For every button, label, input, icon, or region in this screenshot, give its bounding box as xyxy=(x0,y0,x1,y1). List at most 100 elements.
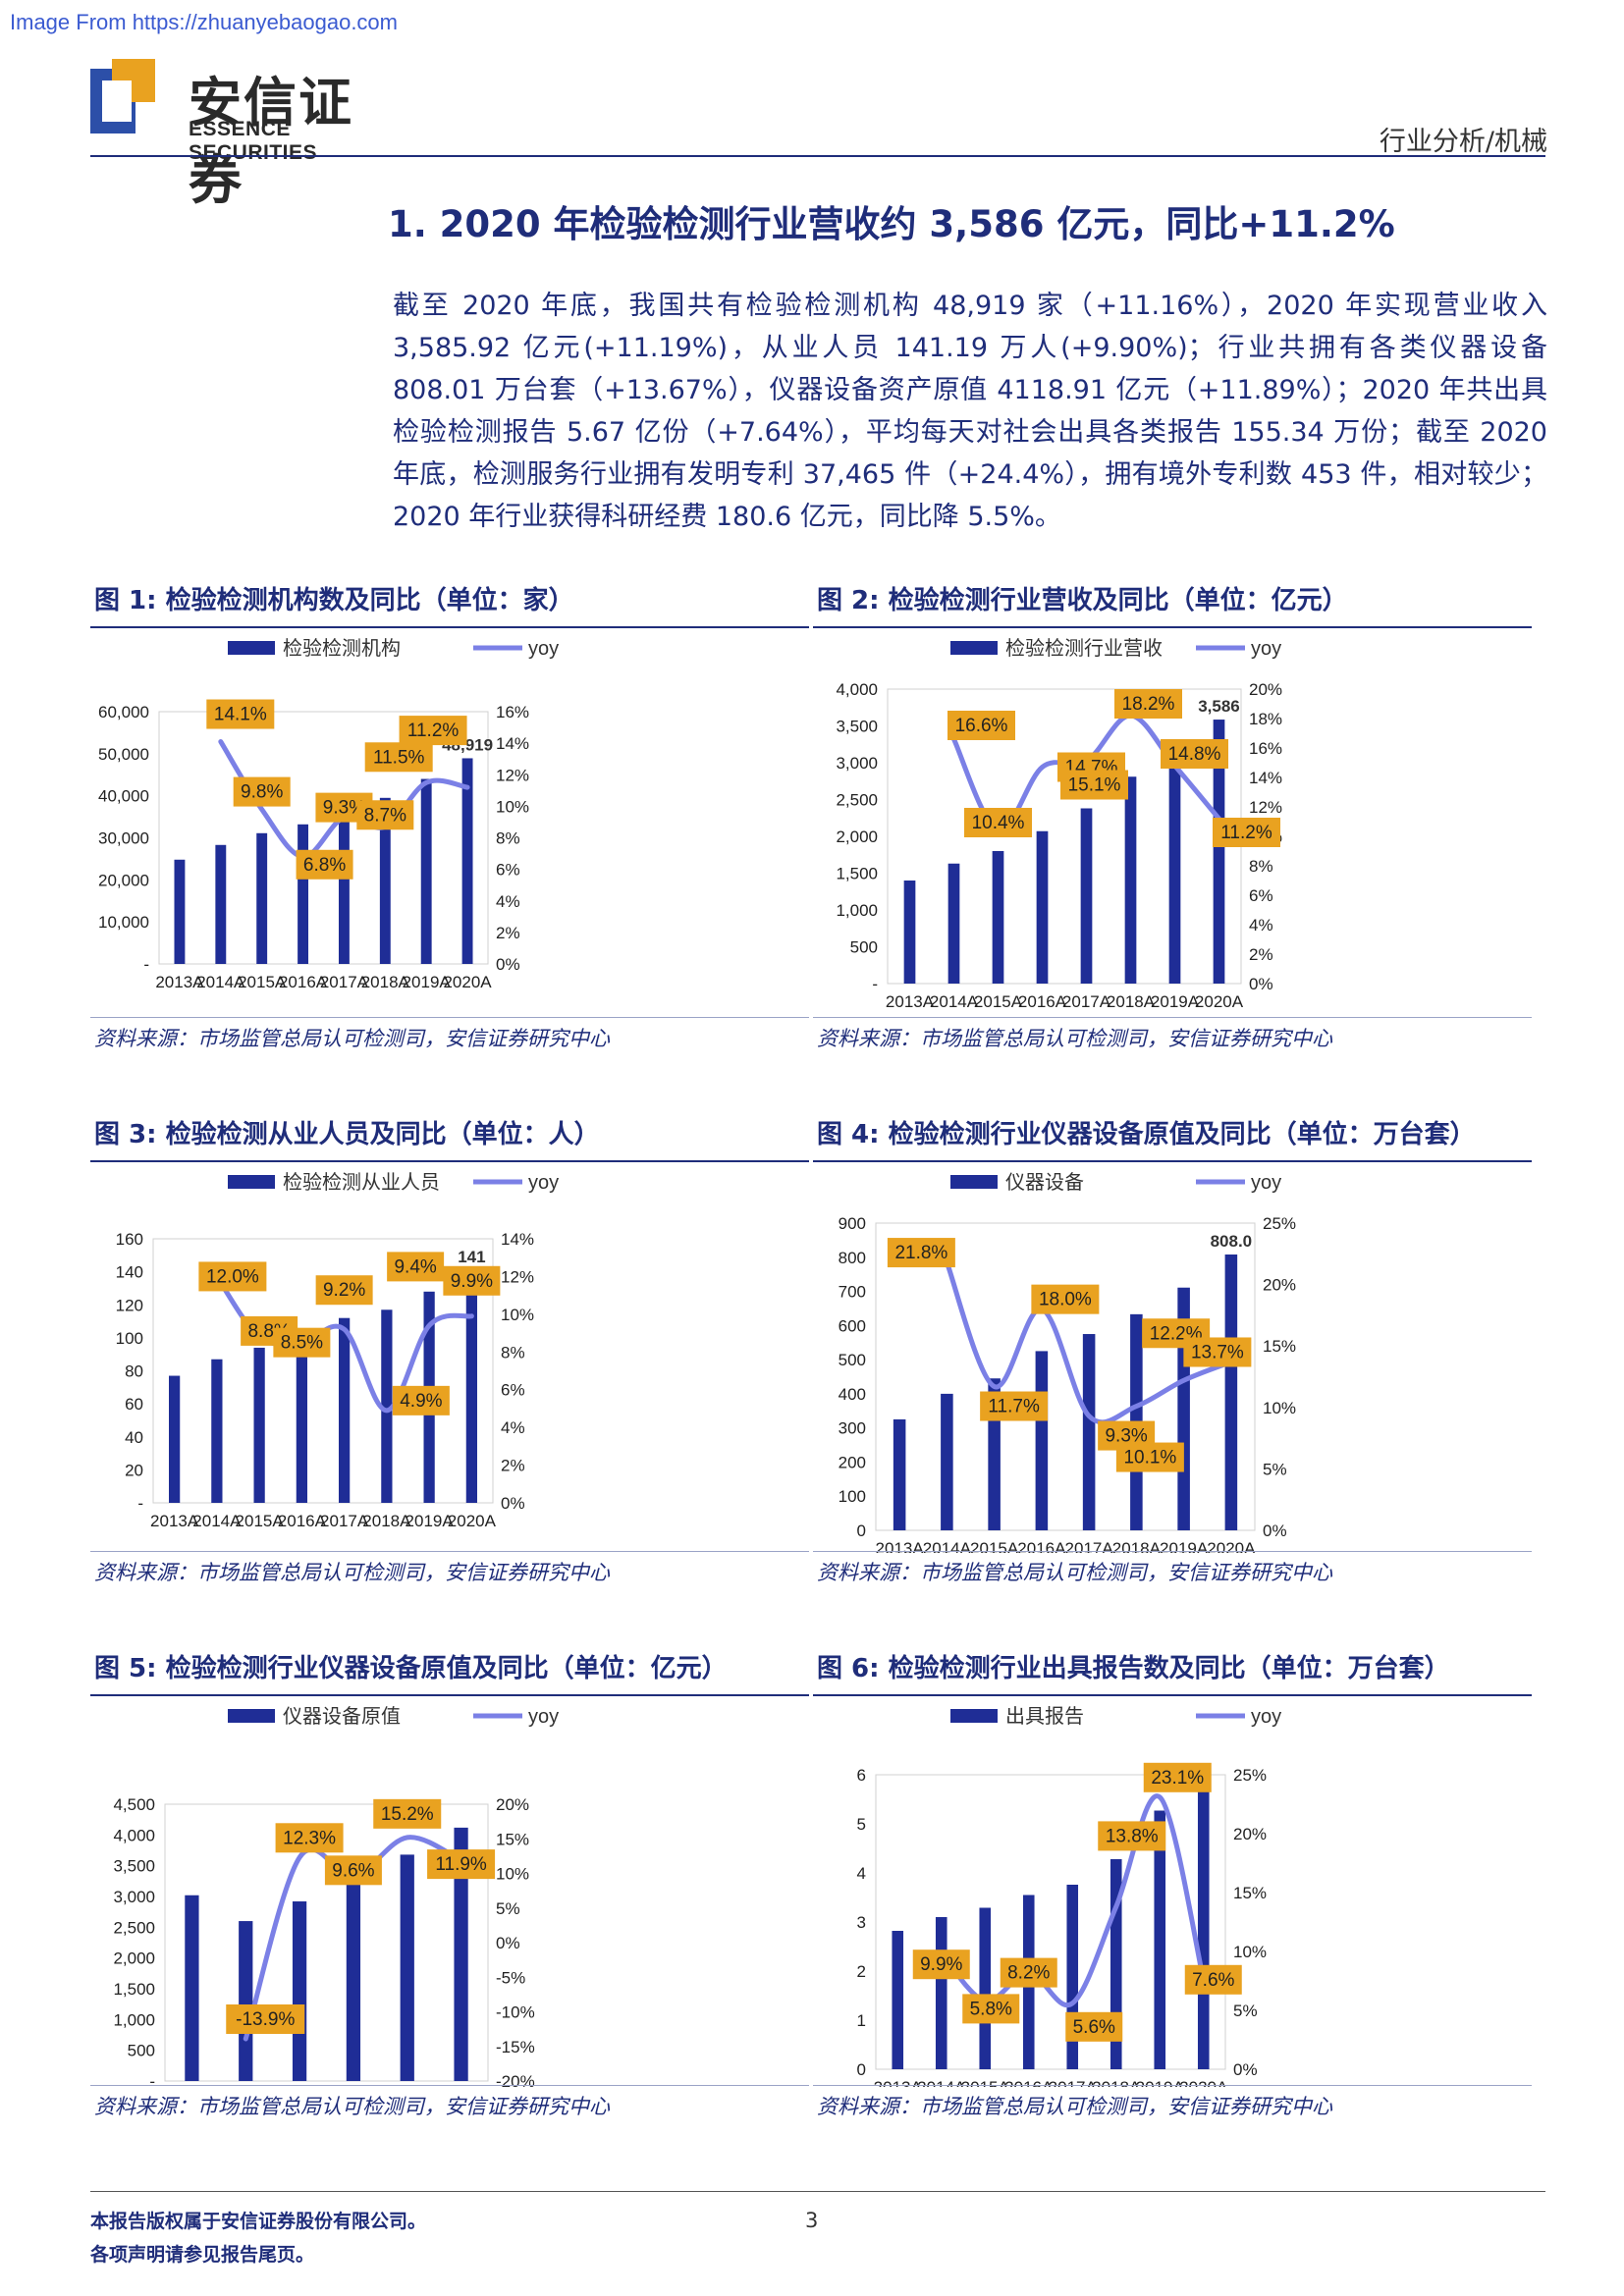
x-tick-label: 2017A xyxy=(320,1512,369,1530)
yoy-label-box xyxy=(1184,1964,1242,1995)
y-right-tick-label: -10% xyxy=(496,2003,535,2022)
bar xyxy=(211,1359,223,1503)
y-left-tick-label: 80 xyxy=(125,1362,143,1381)
legend-line-label: yoy xyxy=(528,638,559,660)
bar xyxy=(292,1901,307,2081)
bar xyxy=(935,1917,947,2069)
y-right-tick-label: 20% xyxy=(1233,1825,1267,1843)
chart-1: 检验检测机构 yoy - 10,000 20,000 30,000 40,000 50,000… xyxy=(98,637,559,991)
plot-area-border xyxy=(875,1774,1226,2070)
x-tick-label: 2014A xyxy=(930,992,979,1011)
yoy-line xyxy=(944,1259,1234,1425)
y-left-tick-label: 60 xyxy=(125,1395,143,1414)
y-right-tick-label: 8% xyxy=(496,829,520,848)
y-right-tick-label: 12% xyxy=(1249,798,1282,817)
figure-title-text: 检验检测行业营收及同比（单位：亿元） xyxy=(888,586,1348,615)
y-right-tick-label: 5% xyxy=(1233,2002,1258,2020)
figure-source: 资料来源：市场监管总局认可检测司，安信证券研究中心 xyxy=(817,2095,1332,2118)
y-right-tick-label: -20% xyxy=(496,2072,535,2087)
yoy-label-box xyxy=(206,699,275,729)
yoy-label: 12.3% xyxy=(283,1828,336,1848)
yoy-label: 11.9% xyxy=(435,1854,487,1875)
x-tick-label: 2020A xyxy=(1195,992,1244,1011)
y-right-tick-label: 4% xyxy=(1249,916,1273,934)
figure-title: 图 4: 检验检测行业仪器设备原值及同比（单位：万台套） xyxy=(813,1109,1532,1162)
y-left-tick-label: 120 xyxy=(116,1296,143,1314)
y-left-tick-label: 140 xyxy=(116,1263,143,1282)
yoy-label-box xyxy=(392,1385,450,1415)
bar xyxy=(346,1884,361,2081)
x-tick-label: 2015A xyxy=(974,992,1023,1011)
yoy-label-box xyxy=(962,1994,1020,2024)
brand-name-cn: 安信证券 xyxy=(189,72,353,211)
yoy-label-box xyxy=(427,1849,496,1880)
legend-line-label: yoy xyxy=(1251,1172,1281,1194)
section-heading: 1. 2020 年检验检测行业营收约 3,586 亿元，同比+11.2% xyxy=(388,203,1395,245)
bar xyxy=(1168,746,1181,984)
y-right-tick-label: 12% xyxy=(496,766,529,784)
brand-logo: 安信证券 ESSENCE SECURITIES xyxy=(90,55,405,211)
y-right-tick-label: 10% xyxy=(1233,1943,1267,1961)
legend-bar-label: 仪器设备 xyxy=(1005,1171,1084,1194)
bar xyxy=(454,1827,468,2081)
yoy-label: 5.8% xyxy=(970,1999,1012,2019)
x-tick-label: 2017A xyxy=(320,973,369,991)
yoy-label: 14.1% xyxy=(214,705,267,725)
yoy-label-box xyxy=(233,776,291,807)
yoy-label: 11.5% xyxy=(373,747,425,768)
y-right-tick-label: 12% xyxy=(501,1267,534,1286)
yoy-label: 11.7% xyxy=(988,1397,1040,1417)
y-left-tick-label: 3 xyxy=(857,1913,866,1932)
logo-mark-icon xyxy=(90,59,155,133)
plot-area-border xyxy=(887,688,1242,985)
y-right-tick-label: 5% xyxy=(496,1899,520,1918)
x-tick-label: 2019A xyxy=(403,973,452,991)
yoy-label: 9.4% xyxy=(394,1256,436,1277)
yoy-label-box xyxy=(399,716,467,746)
bar-value-label: 3,586 xyxy=(1198,697,1240,716)
yoy-label: 8.2% xyxy=(1007,1963,1050,1984)
figure-divider xyxy=(813,1017,1532,1018)
x-tick-label: 2018A xyxy=(361,973,410,991)
bar xyxy=(1066,1885,1079,2069)
bar xyxy=(1197,1790,1210,2069)
y-right-tick-label: 6% xyxy=(496,861,520,880)
y-right-tick-label: 14% xyxy=(501,1230,534,1249)
y-left-tick-label: 3,500 xyxy=(113,1857,155,1876)
y-right-tick-label: 8% xyxy=(501,1343,525,1362)
yoy-label: 15.2% xyxy=(381,1804,434,1825)
bar xyxy=(947,863,960,984)
yoy-label: 5.6% xyxy=(1073,2017,1115,2038)
footer-divider xyxy=(90,2191,1545,2192)
bar xyxy=(903,881,916,984)
x-tick-label: 2020A xyxy=(448,1512,497,1530)
y-left-tick-label: 3,000 xyxy=(113,1888,155,1906)
y-left-tick-label: 1 xyxy=(857,2011,866,2030)
figure-title-text: 检验检测机构数及同比（单位：家） xyxy=(165,586,574,615)
figure-divider xyxy=(813,1551,1532,1552)
figure-title: 图 5: 检验检测行业仪器设备原值及同比（单位：亿元） xyxy=(90,1643,809,1696)
section-tag: 行业分析/机械 xyxy=(1379,127,1547,157)
chart-5: 仪器设备原值 yoy - 500 1,000 1,500 2,000 2,500 3,000 3,… xyxy=(113,1705,559,2109)
y-left-tick-label: 20,000 xyxy=(98,871,149,889)
yoy-label: 8.7% xyxy=(364,805,406,826)
yoy-label-box xyxy=(1031,1284,1100,1314)
bar-value-label: 141 xyxy=(458,1248,485,1266)
plot-area-border xyxy=(158,711,489,965)
y-left-tick-label: 30,000 xyxy=(98,829,149,848)
legend-bar-swatch xyxy=(228,641,275,655)
y-right-tick-label: 20% xyxy=(1263,1276,1296,1295)
figure-2: 图 2: 检验检测行业营收及同比（单位：亿元） 检验检测行业营收 yoy - 500 1… xyxy=(813,575,1532,1050)
yoy-label: -13.9% xyxy=(236,2009,295,2030)
y-right-tick-label: 20% xyxy=(496,1795,529,1814)
yoy-label-box xyxy=(373,1798,442,1829)
y-right-tick-label: 10% xyxy=(1263,1399,1296,1417)
bar xyxy=(1224,1254,1238,1530)
y-right-tick-label: 20% xyxy=(1249,680,1282,699)
figure-source: 资料来源：市场监管总局认可检测司，安信证券研究中心 xyxy=(817,1027,1332,1050)
figure-title: 图 3: 检验检测从业人员及同比（单位：人） xyxy=(90,1109,809,1162)
bar xyxy=(1213,720,1225,984)
y-right-tick-label: 2% xyxy=(496,924,520,942)
legend-bar-swatch xyxy=(228,1709,275,1723)
y-right-tick-label: 16% xyxy=(496,703,529,721)
